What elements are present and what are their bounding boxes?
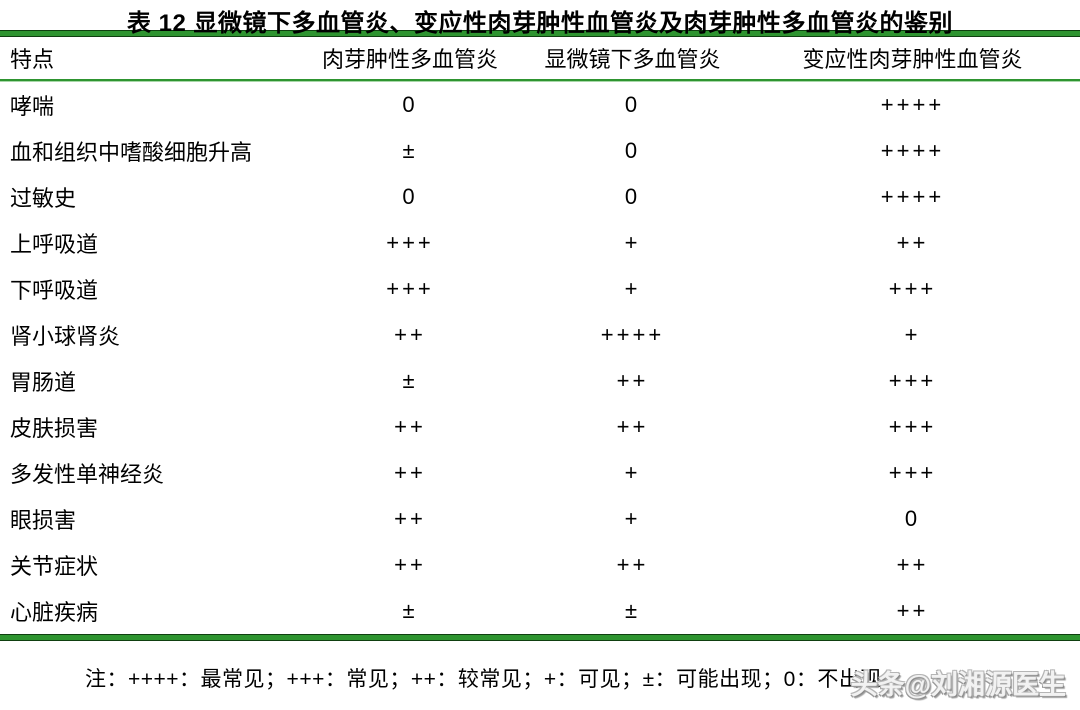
value-cell: 0 [402, 92, 418, 117]
value-cell: 0 [624, 184, 641, 209]
feature-cell: 眼损害 [10, 508, 77, 533]
table-row: 上呼吸道 +++ + ++ [0, 220, 1080, 266]
value-cell: ++ [896, 552, 929, 577]
table-row: 哮喘 0 0 ++++ [0, 82, 1080, 128]
value-cell: +++ [888, 276, 937, 301]
bottom-divider [0, 634, 1080, 641]
value-cell: ++ [616, 552, 649, 577]
value-cell: ++++ [880, 184, 945, 209]
value-cell: ± [624, 598, 641, 623]
value-cell: +++ [386, 276, 434, 301]
feature-cell: 胃肠道 [10, 370, 77, 395]
table-row: 下呼吸道 +++ + +++ [0, 266, 1080, 312]
value-cell: +++ [888, 368, 937, 393]
value-cell: ± [402, 368, 418, 393]
feature-cell: 上呼吸道 [10, 232, 99, 257]
value-cell: ++++ [880, 138, 945, 163]
feature-cell: 关节症状 [10, 554, 99, 579]
value-cell: ++ [394, 552, 426, 577]
feature-cell: 血和组织中嗜酸细胞升高 [10, 140, 253, 165]
value-cell: ++ [616, 368, 649, 393]
value-cell: ++++ [600, 322, 665, 347]
value-cell: 0 [904, 506, 921, 531]
value-cell: ++ [394, 322, 426, 347]
value-cell: ++ [896, 230, 929, 255]
value-cell: ++ [616, 414, 649, 439]
table-row: 关节症状 ++ ++ ++ [0, 542, 1080, 588]
value-cell: 0 [624, 138, 641, 163]
feature-cell: 心脏疾病 [10, 600, 99, 625]
value-cell: ++ [394, 506, 426, 531]
feature-cell: 皮肤损害 [10, 416, 99, 441]
value-cell: 0 [402, 184, 418, 209]
comparison-table-body: 哮喘 0 0 ++++ 血和组织中嗜酸细胞升高 ± 0 ++++ 过敏史 0 0… [0, 82, 1080, 634]
top-divider [0, 30, 1080, 37]
value-cell: ++ [394, 414, 426, 439]
table-row: 心脏疾病 ± ± ++ [0, 588, 1080, 634]
table-header-row: 特点 肉芽肿性多血管炎 显微镜下多血管炎 变应性肉芽肿性血管炎 [0, 37, 1080, 79]
column-header-mpa: 显微镜下多血管炎 [544, 47, 721, 72]
feature-cell: 哮喘 [10, 94, 55, 119]
table-row: 眼损害 ++ + 0 [0, 496, 1080, 542]
value-cell: + [624, 506, 641, 531]
table-row: 血和组织中嗜酸细胞升高 ± 0 ++++ [0, 128, 1080, 174]
feature-cell: 多发性单神经炎 [10, 462, 165, 487]
value-cell: +++ [888, 414, 937, 439]
value-cell: + [904, 322, 921, 347]
feature-cell: 肾小球肾炎 [10, 324, 121, 349]
table-row: 多发性单神经炎 ++ + +++ [0, 450, 1080, 496]
value-cell: + [624, 276, 641, 301]
value-cell: ± [402, 598, 418, 623]
value-cell: + [624, 230, 641, 255]
value-cell: ++ [394, 460, 426, 485]
comparison-table: 特点 肉芽肿性多血管炎 显微镜下多血管炎 变应性肉芽肿性血管炎 [0, 37, 1080, 79]
table-row: 皮肤损害 ++ ++ +++ [0, 404, 1080, 450]
table-row: 肾小球肾炎 ++ ++++ + [0, 312, 1080, 358]
header-divider [0, 79, 1080, 82]
column-header-egpa: 变应性肉芽肿性血管炎 [802, 47, 1023, 72]
footnote: 注：++++：最常见；+++：常见；++：较常见；+：可见；±：可能出现；0：不… [85, 668, 882, 691]
column-header-gpa: 肉芽肿性多血管炎 [321, 47, 498, 72]
value-cell: ++ [896, 598, 929, 623]
value-cell: +++ [888, 460, 937, 485]
table-row: 胃肠道 ± ++ +++ [0, 358, 1080, 404]
value-cell: 0 [624, 92, 641, 117]
feature-cell: 过敏史 [10, 186, 77, 211]
value-cell: + [624, 460, 641, 485]
table-title: 表 12 显微镜下多血管炎、变应性肉芽肿性血管炎及肉芽肿性多血管炎的鉴别 [126, 10, 954, 37]
value-cell: ± [402, 138, 418, 163]
value-cell: +++ [386, 230, 434, 255]
value-cell: ++++ [880, 92, 945, 117]
column-header-feature: 特点 [10, 47, 55, 72]
feature-cell: 下呼吸道 [10, 278, 99, 303]
table-row: 过敏史 0 0 ++++ [0, 174, 1080, 220]
